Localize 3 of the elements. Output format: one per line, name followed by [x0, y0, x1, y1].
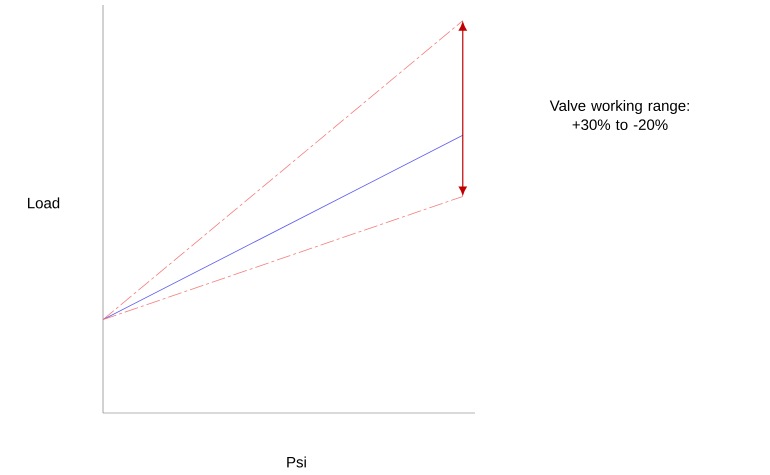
y-axis-title: Load	[28, 197, 60, 208]
x-axis-title: Psi	[287, 456, 306, 468]
annotation: Valve working range: +30% to -20%	[550, 100, 689, 130]
